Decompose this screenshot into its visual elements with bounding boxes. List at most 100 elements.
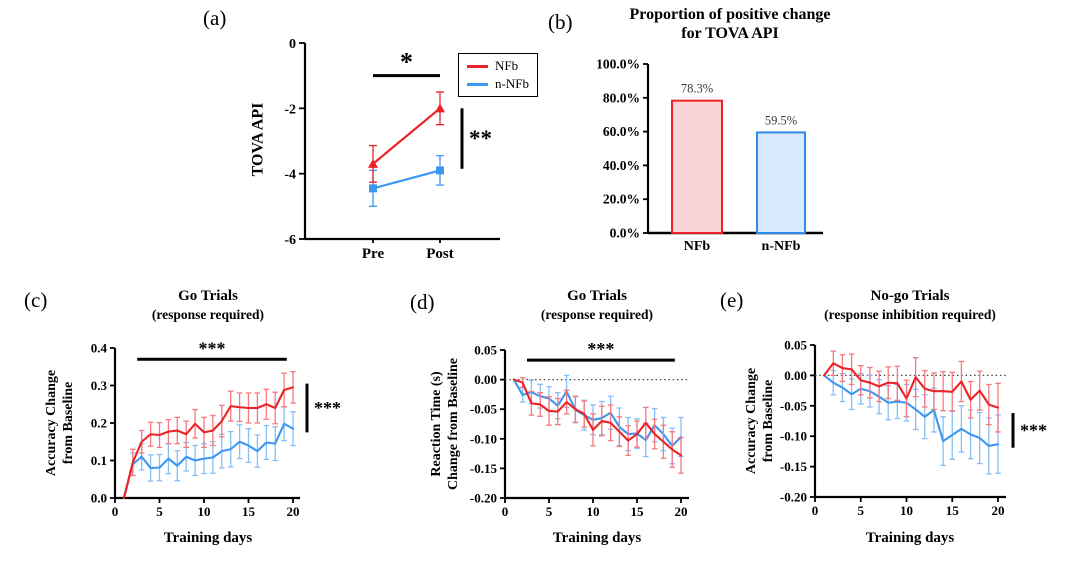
legend-item-nnfb: n-NFb (467, 77, 529, 91)
tick-label: 5 (546, 504, 553, 519)
significance-annotation: * (373, 48, 440, 78)
tick-label: 0 (112, 504, 119, 519)
triangle-marker (368, 158, 378, 168)
bar-NFb (671, 99, 723, 234)
tick-label: 40.0% (603, 158, 640, 173)
panel-e-x-axis-title: Training days (865, 530, 955, 546)
tick-label: 60.0% (603, 124, 640, 139)
tick-label: -0.20 (470, 491, 497, 506)
axes: 0.05 0.00 -0.05 -0.10 -0.15 -0.20 0 5 10 15 20 (470, 343, 689, 519)
nnfb-line-swatch (467, 82, 488, 86)
tick-label: 10 (900, 503, 913, 518)
tick-label: 0.4 (91, 341, 108, 356)
significance-annotation: *** (1011, 413, 1047, 448)
bar-n-NFb (756, 131, 806, 235)
square-marker (369, 184, 377, 193)
tick-label: -0.20 (780, 490, 807, 505)
x-category-label: Post (426, 246, 454, 262)
legend-label-nfb: NFb (495, 58, 519, 73)
series-line-n-NFb (122, 422, 295, 500)
series-line-NFb (122, 386, 295, 500)
panel-c: (c) Go Trials (response required) Accura… (10, 283, 370, 561)
series-line-n-NFb (823, 374, 1000, 447)
significance-stars: *** (1020, 420, 1047, 440)
x-category-label: NFb (684, 239, 711, 254)
tick-label: 0.0 (91, 491, 107, 506)
significance-stars: * (400, 48, 413, 77)
series-NFb (368, 91, 445, 183)
tick-label: 5 (156, 504, 163, 519)
significance-annotation: *** (305, 383, 341, 433)
bar-value-label: 59.5% (765, 113, 797, 127)
series-line-n-NFb (372, 169, 441, 190)
square-marker (436, 166, 444, 175)
tick-label: 0.00 (784, 368, 807, 383)
series-line-n-NFb (512, 378, 683, 447)
series-line-NFb (372, 107, 441, 165)
tick-label: 15 (242, 504, 256, 519)
panel-c-chart: 0.4 0.3 0.2 0.1 0.0 0 5 10 15 20 *** *** (91, 338, 341, 519)
axes: 0.05 0.00 -0.05 -0.10 -0.15 -0.20 0 5 10 15 20 (780, 338, 1006, 518)
significance-stars: ** (469, 126, 492, 151)
panel-c-y-axis-title: Accuracy Change from Baseline (44, 369, 76, 477)
tick-label: 100.0% (596, 57, 640, 72)
significance-stars: *** (199, 338, 226, 358)
tick-label: -0.05 (780, 398, 808, 413)
panel-a: (a) TOVA API 0 -2 -4 -6 Pre Post * ** NFb n-NFb (195, 0, 545, 270)
tick-label: -0.05 (470, 402, 498, 417)
tick-label: -0.10 (470, 431, 497, 446)
tick-label: 0 (289, 37, 296, 52)
tick-label: 0.2 (91, 416, 107, 431)
x-category-label: Pre (362, 246, 385, 262)
significance-annotation: *** (137, 338, 287, 361)
tick-label: 0 (812, 503, 819, 518)
panel-b-title: Proportion of positive change for TOVA A… (629, 6, 831, 42)
triangle-marker (435, 103, 445, 113)
panel-c-x-axis-title: Training days (163, 530, 253, 546)
panel-e-label: (e) (720, 288, 744, 312)
series-n-NFb (512, 374, 684, 465)
panel-d-x-axis-title: Training days (552, 530, 642, 546)
tick-label: 0.3 (91, 378, 108, 393)
panel-d: (d) Go Trials (response required) Reacti… (400, 283, 735, 561)
series-NFb (823, 350, 1001, 433)
tick-label: 10 (198, 504, 211, 519)
panel-a-label: (a) (203, 6, 227, 30)
tick-label: 20.0% (603, 192, 640, 207)
bar-value-label: 78.3% (681, 82, 713, 96)
legend-item-nfb: NFb (467, 59, 529, 73)
tick-label: 0.05 (784, 338, 807, 353)
tick-label: 20 (287, 504, 300, 519)
panel-d-y-axis-title: Reaction Time (s) Change from Baseline (429, 358, 461, 490)
tick-label: -4 (284, 168, 296, 183)
tick-label: 0.05 (474, 343, 497, 358)
tick-label: -6 (284, 233, 296, 248)
tick-label: -2 (284, 102, 296, 117)
panel-d-label: (d) (410, 290, 435, 314)
panel-a-y-axis-title: TOVA API (249, 102, 267, 177)
tick-label: -0.15 (780, 459, 808, 474)
tick-label: 0.00 (474, 372, 497, 387)
panel-b-label: (b) (548, 10, 573, 34)
panel-d-title: Go Trials (response required) (540, 288, 654, 322)
panel-e: (e) No-go Trials (response inhibition re… (718, 283, 1080, 561)
tick-label: -0.10 (780, 429, 807, 444)
tick-label: -0.15 (470, 461, 498, 476)
tick-label: 15 (946, 503, 960, 518)
panel-c-label: (c) (24, 288, 48, 312)
series-NFb (512, 377, 684, 474)
panel-b-chart: 0.0% 20.0% 40.0% 60.0% 80.0% 100.0% 78.3% NFb 59… (596, 57, 823, 254)
series-n-NFb (122, 406, 296, 500)
tick-label: 5 (858, 503, 865, 518)
significance-stars: *** (314, 398, 341, 418)
tick-label: 15 (631, 504, 645, 519)
panel-e-y-axis-title: Accuracy Change from Baseline (744, 367, 776, 475)
tick-label: 80.0% (603, 90, 640, 105)
significance-annotation: ** (460, 108, 492, 169)
significance-annotation: *** (527, 339, 675, 362)
series-line-NFb (823, 362, 1000, 409)
legend-label-nnfb: n-NFb (495, 76, 529, 91)
panel-e-chart: 0.05 0.00 -0.05 -0.10 -0.15 -0.20 0 5 10 15 20 *** (780, 338, 1047, 519)
legend: NFb n-NFb (458, 53, 538, 97)
